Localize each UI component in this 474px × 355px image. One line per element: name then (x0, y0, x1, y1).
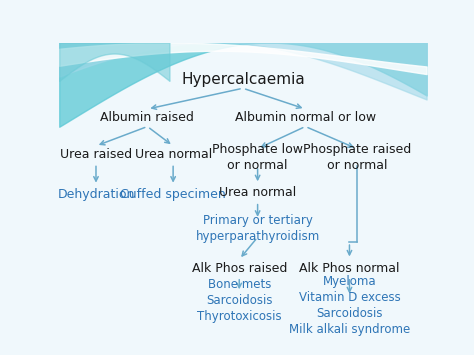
Text: Myeloma
Vitamin D excess
Sarcoidosis
Milk alkali syndrome: Myeloma Vitamin D excess Sarcoidosis Mil… (289, 274, 410, 335)
Text: Bone mets
Sarcoidosis
Thyrotoxicosis: Bone mets Sarcoidosis Thyrotoxicosis (197, 278, 282, 323)
Text: Albumin raised: Albumin raised (100, 111, 194, 124)
Text: Urea raised: Urea raised (60, 148, 132, 161)
Text: Albumin normal or low: Albumin normal or low (235, 111, 376, 124)
Text: Urea normal: Urea normal (135, 148, 212, 161)
Text: Alk Phos normal: Alk Phos normal (299, 262, 400, 275)
Text: Alk Phos raised: Alk Phos raised (191, 262, 287, 275)
Text: Phosphate raised
or normal: Phosphate raised or normal (303, 143, 411, 172)
Text: Phosphate low
or normal: Phosphate low or normal (212, 143, 303, 172)
Text: Hypercalcaemia: Hypercalcaemia (181, 72, 305, 87)
Text: Dehydration: Dehydration (57, 188, 135, 201)
Text: Urea normal: Urea normal (219, 186, 296, 200)
Text: Primary or tertiary
hyperparathyroidism: Primary or tertiary hyperparathyroidism (195, 214, 320, 243)
Text: Cuffed specimen: Cuffed specimen (120, 188, 226, 201)
